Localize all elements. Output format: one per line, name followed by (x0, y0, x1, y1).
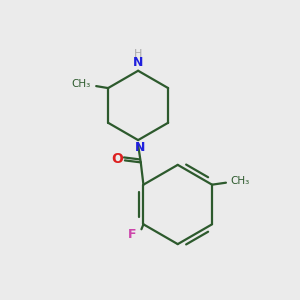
Text: F: F (128, 228, 136, 241)
Text: O: O (111, 152, 123, 167)
Text: N: N (133, 56, 143, 69)
Text: CH₃: CH₃ (71, 79, 90, 89)
Text: CH₃: CH₃ (230, 176, 249, 186)
Text: N: N (135, 140, 145, 154)
Text: H: H (134, 49, 142, 59)
